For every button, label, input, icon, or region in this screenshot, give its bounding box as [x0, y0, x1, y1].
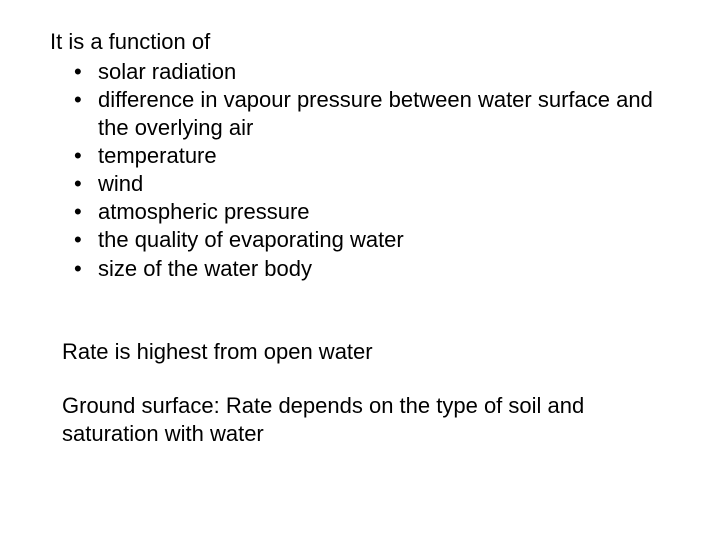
slide: It is a function of solar radiation diff…: [0, 0, 720, 540]
list-item: solar radiation: [82, 58, 670, 86]
list-item: difference in vapour pressure between wa…: [82, 86, 670, 142]
list-item: temperature: [82, 142, 670, 170]
paragraph-open-water: Rate is highest from open water: [62, 338, 660, 366]
list-item: size of the water body: [82, 255, 670, 283]
lower-block: Rate is highest from open water Ground s…: [62, 338, 660, 474]
list-item: the quality of evaporating water: [82, 226, 670, 254]
paragraph-ground-surface: Ground surface: Rate depends on the type…: [62, 392, 660, 448]
list-item: atmospheric pressure: [82, 198, 670, 226]
intro-line: It is a function of: [50, 28, 670, 56]
bullet-list: solar radiation difference in vapour pre…: [50, 58, 670, 283]
list-item: wind: [82, 170, 670, 198]
